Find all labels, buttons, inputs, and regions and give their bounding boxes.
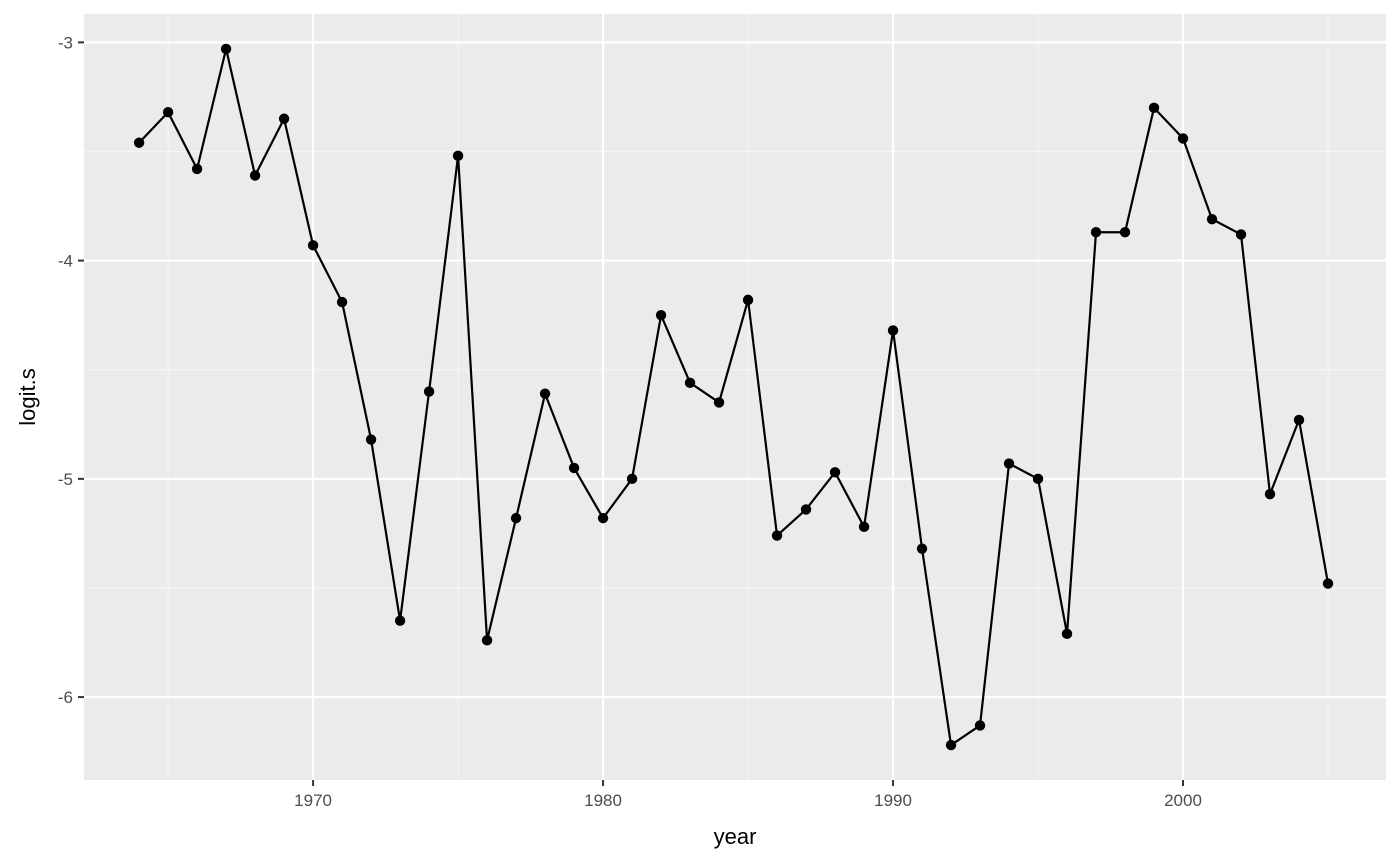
y-tick-label: -5 xyxy=(58,470,73,489)
data-point xyxy=(1206,213,1218,225)
data-point xyxy=(510,512,522,524)
data-point xyxy=(365,434,377,445)
x-tick-label: 2000 xyxy=(1164,791,1202,810)
data-point xyxy=(916,543,928,554)
data-point xyxy=(1148,102,1160,114)
data-point xyxy=(1293,414,1305,426)
data-point xyxy=(1003,458,1015,469)
x-axis-ticks: 1970 1980 1990 2000 xyxy=(294,780,1202,810)
data-series xyxy=(133,43,1334,751)
x-tick-label: 1980 xyxy=(584,791,622,810)
data-point xyxy=(800,504,812,515)
data-point xyxy=(829,467,841,478)
data-point xyxy=(771,530,783,541)
data-point xyxy=(655,309,667,321)
data-point xyxy=(481,635,493,646)
data-point xyxy=(1090,227,1102,238)
y-tick-label: -6 xyxy=(58,688,73,707)
data-point xyxy=(394,615,406,626)
series-line xyxy=(138,47,1330,747)
data-point xyxy=(858,521,870,533)
data-point xyxy=(568,462,580,474)
data-point xyxy=(626,473,638,485)
data-point xyxy=(452,150,464,162)
data-point xyxy=(191,163,203,175)
data-point xyxy=(278,113,290,124)
data-point xyxy=(1264,488,1276,500)
data-point xyxy=(220,43,232,55)
data-point xyxy=(684,377,696,389)
y-axis-title: logit.s xyxy=(15,368,40,425)
plot-panel xyxy=(84,14,1386,780)
minor-gridlines xyxy=(84,14,1386,780)
data-point xyxy=(945,739,957,751)
data-point xyxy=(742,294,754,306)
y-tick-label: -3 xyxy=(58,33,73,52)
data-point xyxy=(887,325,899,336)
data-point xyxy=(1322,578,1334,589)
data-point xyxy=(1177,133,1189,144)
x-tick-label: 1970 xyxy=(294,791,332,810)
data-point xyxy=(1119,227,1131,238)
data-point xyxy=(423,386,435,397)
data-point xyxy=(1061,628,1073,639)
data-point xyxy=(162,107,174,118)
data-point xyxy=(597,512,609,524)
data-point xyxy=(713,397,725,408)
data-point xyxy=(1235,229,1247,240)
data-point xyxy=(336,296,348,308)
data-point xyxy=(1032,473,1044,485)
y-axis-ticks: -3 -4 -5 -6 xyxy=(58,33,84,707)
y-tick-label: -4 xyxy=(58,252,73,271)
data-point xyxy=(249,170,261,181)
data-point xyxy=(307,240,319,251)
x-tick-label: 1990 xyxy=(874,791,912,810)
data-point xyxy=(539,388,551,399)
data-point xyxy=(974,720,986,731)
x-axis-title: year xyxy=(714,824,757,849)
data-point xyxy=(133,137,145,148)
major-gridlines xyxy=(84,14,1386,780)
